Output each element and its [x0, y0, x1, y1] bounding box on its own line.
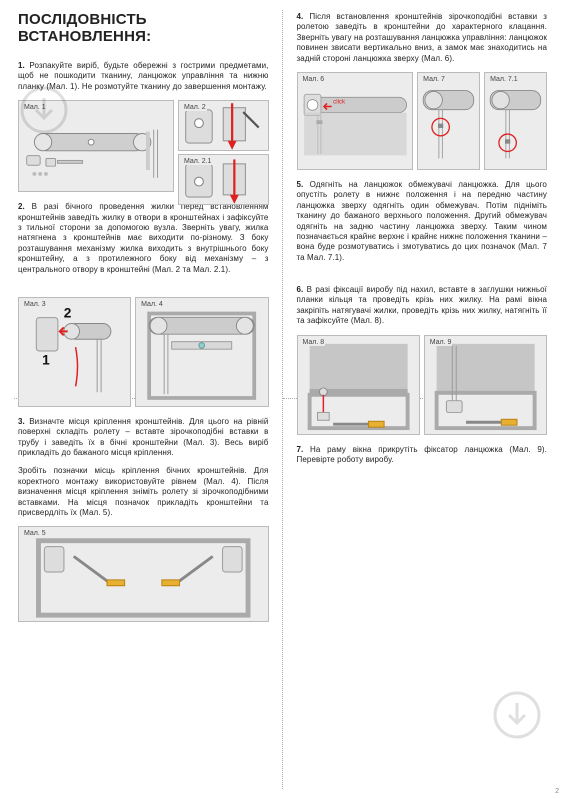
click-label: click: [333, 98, 346, 105]
figure-label: Мал. 6: [302, 76, 326, 83]
figure-label: Мал. 9: [429, 339, 453, 346]
figure-5: Мал. 5: [18, 526, 269, 622]
figure-5-svg: [19, 527, 268, 621]
figure-9: Мал. 9: [424, 335, 547, 435]
figure-label: Мал. 7.1: [489, 76, 519, 83]
step-num-3: 3.: [18, 417, 25, 426]
step-text-7: На раму вікна прикрутіть фіксатор ланцюж…: [297, 445, 548, 464]
right-column: 4. Після встановлення кронштейнів зірочк…: [283, 0, 565, 799]
figure-3: Мал. 3 1 2: [18, 297, 131, 407]
figure-71: Мал. 7.1: [484, 72, 547, 170]
figure-label: Мал. 2: [183, 104, 207, 111]
step-text-6: В разі фіксації виробу під нахил, вставт…: [297, 285, 548, 325]
figure-label: Мал. 3: [23, 301, 47, 308]
figure-label: Мал. 2.1: [183, 158, 213, 165]
page-title: ПОСЛІДОВНІСТЬ ВСТАНОВЛЕННЯ:: [18, 12, 269, 45]
figure-label: Мал. 7: [422, 76, 446, 83]
figure-8-svg: [298, 336, 419, 434]
figure-label: Мал. 8: [302, 339, 326, 346]
step-2: 2. В разі бічного проведення жилки перед…: [18, 202, 269, 275]
figure-row-3: Мал. 5: [18, 526, 269, 622]
figure-row-4: Мал. 6 click Мал. 7: [297, 72, 548, 170]
step-num-2: 2.: [18, 202, 25, 211]
page-number: 2: [555, 788, 559, 795]
step-text-2: В разі бічного проведення жилки перед вс…: [18, 202, 269, 273]
step-num-1: 1.: [18, 61, 25, 70]
step-7: 7. На раму вікна прикрутіть фіксатор лан…: [297, 445, 548, 466]
figure-label: Мал. 5: [23, 530, 47, 537]
step-text-4: Після встановлення кронштейнів зірочкопо…: [297, 12, 548, 63]
step-4: 4. Після встановлення кронштейнів зірочк…: [297, 12, 548, 64]
figure-row-2: Мал. 3 1 2 Мал. 4: [18, 297, 269, 407]
svg-text:1: 1: [42, 353, 50, 368]
figure-8: Мал. 8: [297, 335, 420, 435]
figure-71-svg: [485, 73, 546, 169]
step-text-5: Одягніть на ланцюжок обмежувачі ланцюжка…: [297, 180, 548, 262]
figure-7: Мал. 7: [417, 72, 480, 170]
step-6: 6. В разі фіксації виробу під нахил, вст…: [297, 285, 548, 327]
figure-label: Мал. 4: [140, 301, 164, 308]
left-column: ПОСЛІДОВНІСТЬ ВСТАНОВЛЕННЯ: 1. Розпакуйт…: [0, 0, 283, 799]
step-5: 5. Одягніть на ланцюжок обмежувачі ланцю…: [297, 180, 548, 263]
step-3a: 3. Визначте місця кріплення кронштейнів.…: [18, 417, 269, 459]
figure-21: Мал. 2.1: [178, 154, 269, 205]
figure-4-svg: [136, 298, 267, 406]
watermark-icon: [493, 691, 541, 739]
step-3b: Зробіть позначки місць кріплення бічних …: [18, 466, 269, 518]
figure-7-svg: [418, 73, 479, 169]
watermark-icon: [20, 86, 68, 134]
step-text-3b: Зробіть позначки місць кріплення бічних …: [18, 466, 269, 517]
figure-row-5: Мал. 8 Мал. 9: [297, 335, 548, 435]
figure-3-svg: 1 2: [19, 298, 130, 406]
figure-6: Мал. 6 click: [297, 72, 414, 170]
svg-text:2: 2: [64, 306, 72, 321]
step-text-3a: Визначте місця кріплення кронштейнів. Дл…: [18, 417, 269, 457]
figure-2: Мал. 2: [178, 100, 269, 151]
figure-9-svg: [425, 336, 546, 434]
figure-6-svg: click: [298, 73, 413, 169]
figure-4: Мал. 4: [135, 297, 268, 407]
